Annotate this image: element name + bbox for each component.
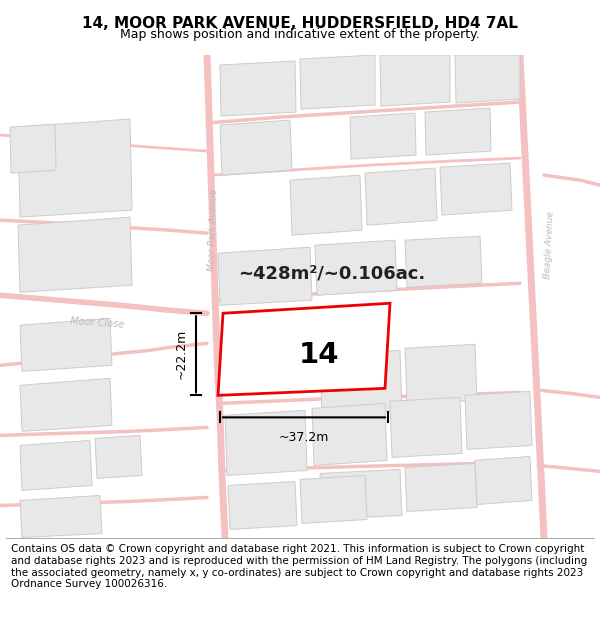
Polygon shape (218, 303, 390, 396)
Polygon shape (20, 318, 112, 371)
Polygon shape (18, 217, 132, 292)
Text: ~22.2m: ~22.2m (175, 329, 188, 379)
Polygon shape (475, 456, 532, 504)
Text: Moor Park Avenue: Moor Park Avenue (207, 189, 219, 271)
Text: Contains OS data © Crown copyright and database right 2021. This information is : Contains OS data © Crown copyright and d… (11, 544, 587, 589)
Text: ~37.2m: ~37.2m (279, 431, 329, 444)
Polygon shape (220, 120, 292, 175)
Polygon shape (405, 236, 482, 288)
Polygon shape (390, 398, 462, 458)
Polygon shape (20, 441, 92, 491)
Polygon shape (320, 350, 402, 416)
Polygon shape (405, 463, 477, 511)
Polygon shape (315, 240, 397, 295)
Polygon shape (290, 175, 362, 235)
Polygon shape (95, 436, 142, 479)
Polygon shape (465, 391, 532, 449)
Text: ~428m²/~0.106ac.: ~428m²/~0.106ac. (238, 264, 425, 282)
Polygon shape (300, 55, 375, 109)
Polygon shape (440, 163, 512, 215)
Text: Moor Close: Moor Close (70, 316, 124, 330)
Text: 14: 14 (299, 341, 339, 369)
Polygon shape (10, 124, 56, 173)
Polygon shape (405, 344, 477, 404)
Polygon shape (20, 496, 102, 538)
Polygon shape (320, 469, 402, 519)
Polygon shape (455, 55, 520, 103)
Polygon shape (220, 61, 296, 116)
Polygon shape (225, 411, 307, 476)
Text: Beagle Avenue: Beagle Avenue (543, 211, 555, 279)
Polygon shape (312, 403, 387, 466)
Text: 14, MOOR PARK AVENUE, HUDDERSFIELD, HD4 7AL: 14, MOOR PARK AVENUE, HUDDERSFIELD, HD4 … (82, 16, 518, 31)
Polygon shape (228, 481, 297, 529)
Polygon shape (20, 378, 112, 431)
Polygon shape (300, 476, 367, 524)
Polygon shape (350, 113, 416, 159)
Polygon shape (18, 119, 132, 217)
Polygon shape (380, 55, 450, 106)
Text: Map shows position and indicative extent of the property.: Map shows position and indicative extent… (120, 28, 480, 41)
Polygon shape (218, 248, 312, 305)
Polygon shape (365, 168, 437, 225)
Polygon shape (425, 108, 491, 155)
